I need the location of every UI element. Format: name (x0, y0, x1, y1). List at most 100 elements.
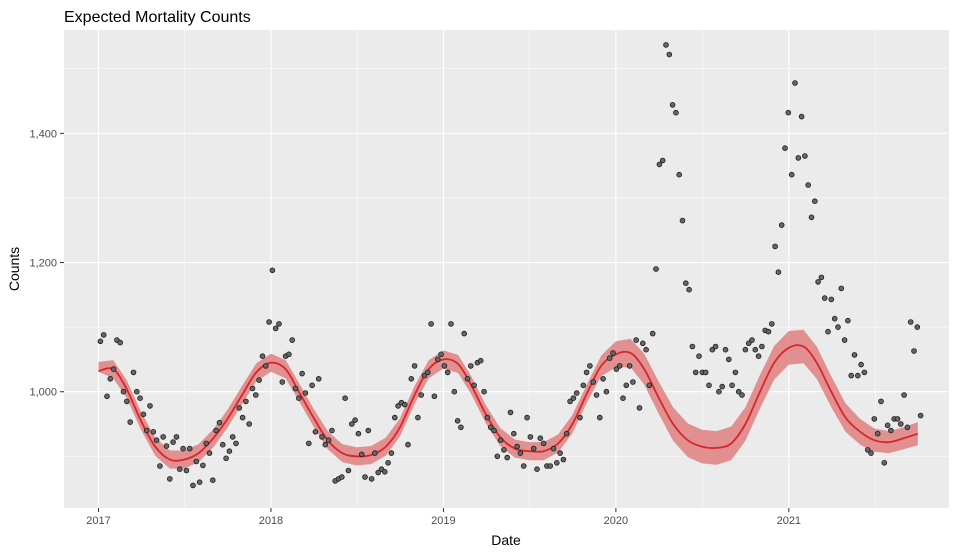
data-point (342, 395, 348, 402)
data-point (130, 369, 137, 376)
data-point (610, 350, 616, 356)
data-point (841, 337, 848, 343)
data-point (626, 363, 633, 369)
data-point (107, 375, 114, 382)
data-point (309, 382, 315, 389)
x-axis: 2017 2018 2019 2020 2021 (86, 508, 801, 527)
data-point (418, 392, 425, 398)
data-point (524, 414, 530, 421)
x-tick-label: 2020 (604, 515, 628, 527)
data-point (815, 279, 821, 285)
data-point (319, 434, 325, 440)
data-point (914, 324, 921, 330)
data-point (838, 285, 845, 292)
data-point (216, 419, 223, 426)
data-point (520, 463, 527, 469)
data-point (454, 417, 461, 424)
data-point (911, 348, 917, 354)
data-point (590, 379, 596, 385)
data-point (487, 424, 494, 431)
data-point (706, 382, 712, 389)
data-point (497, 437, 504, 444)
data-point (276, 321, 282, 327)
data-point (355, 430, 362, 437)
data-point (170, 439, 176, 445)
data-point (305, 440, 312, 447)
data-point (785, 109, 792, 116)
data-point (649, 330, 656, 337)
data-point (682, 280, 689, 287)
data-points-layer (97, 42, 924, 489)
data-point (527, 434, 534, 440)
data-point (411, 363, 418, 369)
data-point (656, 161, 663, 168)
data-point (368, 476, 375, 482)
data-point (408, 375, 415, 382)
data-point (467, 363, 474, 369)
data-point (768, 321, 775, 327)
data-point (510, 430, 517, 437)
data-point (286, 351, 292, 358)
data-point (243, 398, 249, 405)
data-point (302, 390, 309, 396)
data-point (904, 424, 911, 431)
data-point (864, 447, 871, 453)
data-point (606, 355, 613, 361)
data-point (203, 440, 210, 447)
data-point (246, 421, 253, 427)
data-point (124, 398, 130, 405)
data-point (663, 42, 669, 48)
data-point (729, 382, 735, 389)
data-point (348, 421, 355, 427)
data-point (917, 412, 924, 419)
data-point (831, 315, 838, 322)
data-point (858, 361, 864, 368)
data-point (745, 340, 752, 347)
data-point (802, 153, 808, 159)
data-point (200, 462, 206, 469)
data-point (484, 414, 491, 421)
data-point (421, 372, 428, 379)
data-point (329, 427, 335, 434)
data-point (722, 346, 729, 353)
data-point (269, 267, 276, 274)
y-axis: 1,000 1,200 1,400 (29, 128, 64, 399)
y-tick-label: 1,200 (29, 258, 57, 270)
data-point (613, 366, 620, 372)
data-point (646, 382, 653, 389)
data-point (623, 382, 630, 389)
data-point (127, 419, 133, 425)
data-point (362, 474, 368, 480)
data-point (739, 392, 745, 398)
data-point (888, 427, 894, 434)
data-point (808, 214, 815, 221)
data-point (196, 479, 203, 486)
data-point (874, 430, 881, 437)
data-point (501, 447, 507, 453)
smooth-line (98, 344, 919, 462)
data-point (117, 339, 123, 346)
data-point (289, 337, 296, 343)
smooth-line-layer (98, 344, 919, 462)
data-point (213, 427, 219, 434)
data-point (752, 346, 759, 353)
data-point (160, 434, 167, 440)
data-point (239, 414, 246, 421)
data-point (653, 266, 659, 272)
data-point (868, 450, 874, 456)
data-point (266, 319, 272, 325)
data-point (907, 319, 914, 325)
data-point (514, 443, 520, 450)
data-point (405, 441, 411, 448)
data-point (147, 403, 153, 409)
data-point (415, 414, 421, 421)
data-point (186, 445, 193, 452)
confidence-ribbon-layer (98, 329, 918, 469)
data-point (249, 385, 256, 392)
data-point (567, 398, 573, 405)
data-point (434, 356, 441, 363)
data-point (805, 182, 811, 188)
data-point (547, 463, 553, 469)
data-point (821, 295, 828, 301)
data-point (140, 411, 147, 418)
